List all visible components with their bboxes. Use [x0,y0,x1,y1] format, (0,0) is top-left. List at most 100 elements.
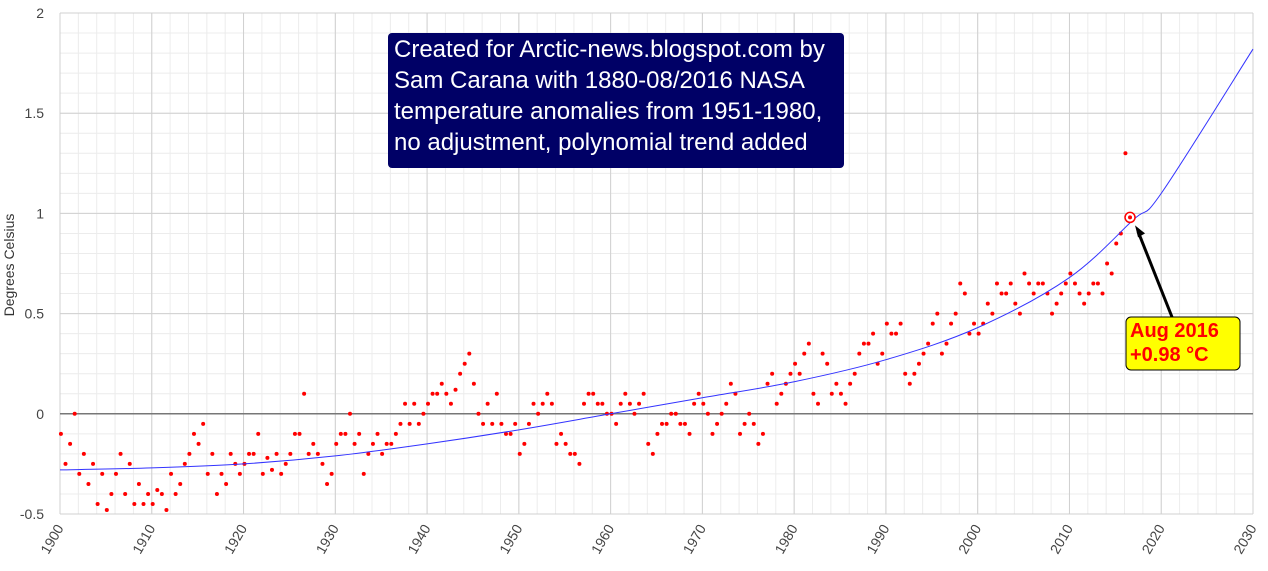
data-point [389,441,394,446]
data-point [710,431,715,436]
data-point [178,481,183,486]
data-point [425,401,430,406]
data-point [857,351,862,356]
data-point [990,311,995,316]
x-tick-label: 1950 [496,521,526,556]
x-tick-label: 2000 [955,521,985,556]
data-point [398,421,403,426]
data-point [187,451,192,456]
callout-text: Aug 2016 [1130,320,1219,342]
callout-arrow [1136,230,1174,318]
data-point [1100,291,1105,296]
data-point [499,421,504,426]
info-box-line: no adjustment, polynomial trend added [394,129,808,156]
data-point [650,451,655,456]
data-point [894,331,899,336]
data-point [793,361,798,366]
data-point [930,321,935,326]
data-point [416,421,421,426]
data-point [1105,261,1110,266]
data-point [719,411,724,416]
data-point [1022,271,1027,276]
data-point [338,431,343,436]
data-point [164,507,169,512]
data-point [820,351,825,356]
y-tick-label: -0.5 [20,506,44,522]
data-point [205,471,210,476]
data-point [141,501,146,506]
data-point [531,401,536,406]
y-tick-label: 0 [36,406,44,422]
data-point [967,331,972,336]
data-point [816,401,821,406]
data-point [540,401,545,406]
data-point [843,401,848,406]
data-point [1114,241,1119,246]
data-point [412,401,417,406]
data-point [265,455,270,460]
x-tick-label: 1980 [771,521,801,556]
data-point [159,491,164,496]
data-point [517,451,522,456]
data-point [627,401,632,406]
highlight-dot [1128,215,1133,220]
data-point [916,361,921,366]
data-point [939,351,944,356]
data-point [228,451,233,456]
x-tick-label: 1940 [404,521,434,556]
data-point [136,481,141,486]
data-point [738,431,743,436]
data-point [632,411,637,416]
data-point [77,471,82,476]
data-point [453,387,458,392]
data-point [848,381,853,386]
data-point [526,421,531,426]
info-box-line: Sam Carana with 1880-08/2016 NASA [394,67,805,94]
data-point [568,451,573,456]
data-point [329,471,334,476]
data-point [132,501,137,506]
x-tick-label: 1990 [863,521,893,556]
data-point [545,391,550,396]
data-point [311,441,316,446]
data-point [637,401,642,406]
data-point [852,371,857,376]
data-point [1123,151,1128,156]
data-point [100,471,105,476]
data-point [251,451,256,456]
data-point [1082,301,1087,306]
y-tick-label: 0.5 [25,306,45,322]
data-point [320,461,325,466]
data-point [237,471,242,476]
data-point [1017,311,1022,316]
data-point [63,461,68,466]
data-point [421,411,426,416]
y-tick-label: 2 [36,5,44,21]
data-point [866,341,871,346]
data-point [1109,271,1114,276]
x-tick-label: 1930 [312,521,342,556]
data-point [471,381,476,386]
data-point [871,331,876,336]
data-point [692,401,697,406]
data-point [536,411,541,416]
data-point [747,411,752,416]
data-point [214,491,219,496]
data-point [306,451,311,456]
data-point [462,361,467,366]
data-point [577,461,582,466]
data-point [435,391,440,396]
data-point [1008,281,1013,286]
data-point [104,507,109,512]
data-point [687,431,692,436]
data-point [985,301,990,306]
data-point [1036,281,1041,286]
data-point [1091,281,1096,286]
data-point [958,281,963,286]
data-point [210,451,215,456]
data-point [591,391,596,396]
data-point [343,431,348,436]
data-point [297,431,302,436]
data-point [765,381,770,386]
